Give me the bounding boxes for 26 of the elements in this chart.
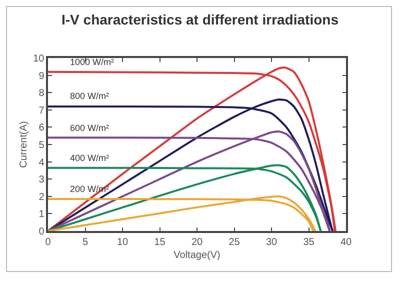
y-tick-label: 10: [33, 54, 45, 64]
x-tick-label: 35: [303, 236, 315, 248]
y-tick-label: 3: [38, 174, 45, 186]
x-tick-label: 20: [191, 236, 203, 248]
y-tick-label: 8: [38, 88, 45, 100]
x-tick-label: 5: [82, 236, 88, 248]
x-axis-title: Voltage(V): [174, 250, 220, 261]
x-tick-label: 25: [228, 236, 240, 248]
y-tick-label: 2: [38, 192, 45, 203]
x-tick-label: 40: [340, 236, 352, 248]
y-axis-title: Current(A): [18, 121, 30, 168]
x-tick-label: 15: [154, 236, 166, 248]
chart-title: I-V characteristics at different irradiations: [62, 12, 339, 28]
series-label: 800 W/m²: [70, 91, 110, 101]
series-label: 600 W/m²: [70, 123, 110, 133]
y-tick-label: 1: [38, 209, 45, 220]
series-label: 1000 W/m²: [70, 57, 114, 67]
x-tick-label: 30: [266, 236, 278, 248]
y-tick-label: 5: [38, 140, 45, 151]
y-tick-label: 6: [38, 122, 45, 134]
y-tick-label: 0: [38, 226, 45, 238]
x-tick-label: 10: [116, 236, 128, 248]
y-tick-label: 4: [38, 157, 45, 168]
y-tick-label: 7: [38, 105, 45, 116]
y-tick-label: 9: [38, 70, 45, 82]
series-label: 400 W/m²: [70, 153, 110, 163]
